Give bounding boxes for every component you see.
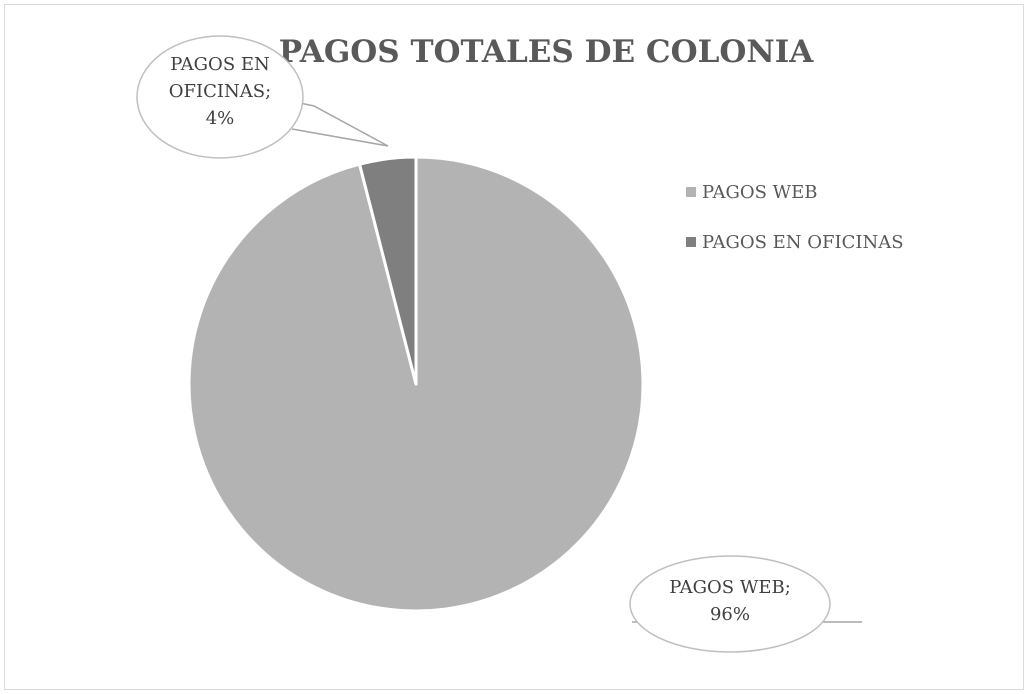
- data-label-pagos-en-oficinas-line-0: PAGOS EN: [170, 54, 270, 75]
- pie-slices: [187, 155, 645, 613]
- legend-swatch-pagos-en-oficinas: [686, 237, 696, 247]
- legend-label-pagos-web: PAGOS WEB: [702, 182, 818, 203]
- legend: PAGOS WEB PAGOS EN OFICINAS: [686, 182, 904, 253]
- data-label-callouts: PAGOS WEB; 96% PAGOS EN OFICINAS; 4%: [136, 35, 831, 653]
- data-label-pagos-en-oficinas-line-2: 4%: [206, 108, 235, 129]
- leader-line-pagos-en-oficinas: [291, 128, 389, 147]
- data-label-bubble-pagos-web: [629, 555, 831, 653]
- legend-label-pagos-en-oficinas: PAGOS EN OFICINAS: [702, 232, 904, 253]
- chart-title: PAGOS TOTALES DE COLONIA: [279, 34, 814, 70]
- data-label-pagos-web-line-0: PAGOS WEB;: [669, 577, 791, 598]
- data-label-bubble-pagos-en-oficinas: [136, 35, 304, 159]
- pie-slice-pagos-en-oficinas: [358, 155, 418, 386]
- leader-line-pagos-en-oficinas-bend: [299, 102, 389, 147]
- legend-swatch-pagos-web: [686, 187, 696, 197]
- data-label-pagos-web-line-1: 96%: [710, 604, 750, 625]
- data-label-pagos-en-oficinas-line-1: OFICINAS;: [169, 81, 271, 102]
